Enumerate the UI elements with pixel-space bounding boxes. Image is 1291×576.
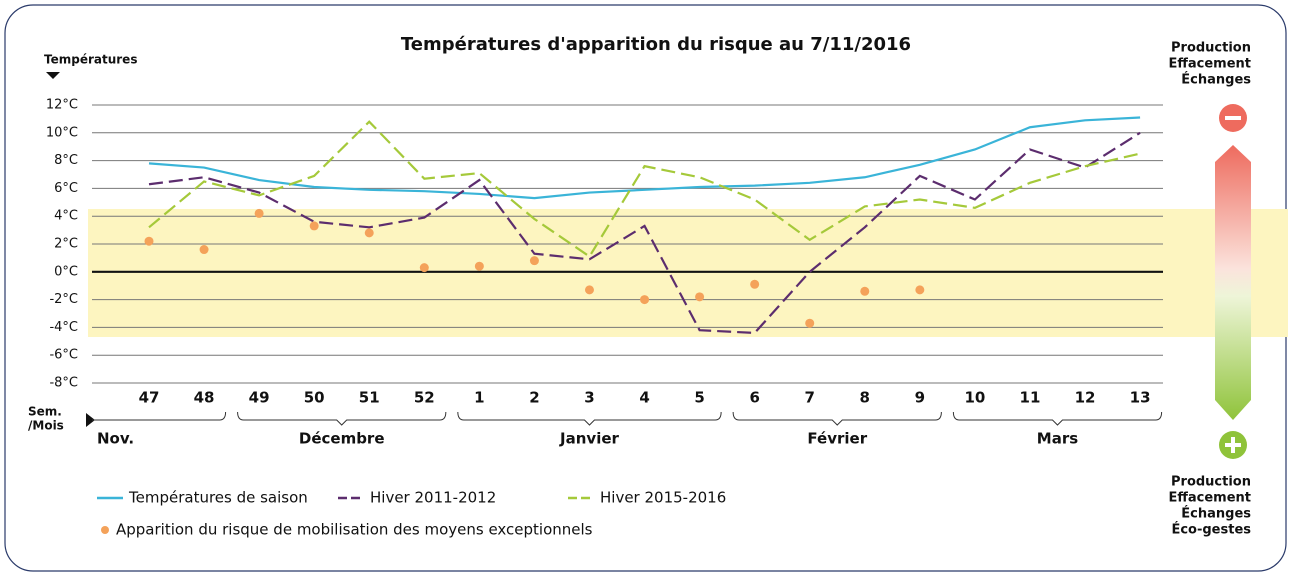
risk-band [88,209,1288,337]
x-tick-label: 7 [805,389,815,407]
series-line [148,131,1141,335]
panel-text: Échanges [1181,506,1251,522]
y-tick-label: 12°C [46,98,78,113]
x-tick-label: 10 [964,389,985,407]
month-bracket [457,411,722,426]
month-bracket [952,411,1163,426]
y-tick-label: -6°C [49,348,78,363]
series-line [148,120,1141,259]
y-tick-label: 0°C [54,264,78,279]
legend-label: Hiver 2015-2016 [600,489,726,507]
month-bracket [92,411,227,421]
risk-point [805,318,815,328]
month-label: Mars [1037,430,1078,448]
risk-point [915,285,925,295]
risk-point [584,285,594,295]
y-tick-label: -2°C [49,292,78,307]
legend-label: Températures de saison [128,489,308,507]
panel-text: Effacement [1168,57,1251,72]
x-tick-label: 6 [749,389,759,407]
month-bracket [237,411,447,426]
x-tick-label: 2 [529,389,539,407]
y-tick-label: -8°C [49,376,78,391]
x-tick-label: 51 [359,389,380,407]
month-label: Nov. [97,430,134,448]
x-tick-label: 11 [1020,389,1041,407]
panel-text: Éco-gestes [1171,522,1251,538]
risk-point [254,208,264,218]
risk-point [309,221,319,231]
y-tick-label: 6°C [54,181,78,196]
x-tick-label: 47 [139,389,160,407]
risk-point [695,292,705,302]
x-tick-label: 50 [304,389,325,407]
y-tick-label: -4°C [49,320,78,335]
chart-title: Températures d'apparition du risque au 7… [401,34,911,55]
risk-point [640,295,650,305]
x-tick-label: 4 [639,389,649,407]
x-tick-label: 49 [249,389,270,407]
panel-text: Échanges [1181,72,1251,88]
panel-text: Production [1171,475,1251,490]
minus-sign [1225,116,1241,120]
x-tick-label: 3 [584,389,594,407]
month-bracket [732,411,942,426]
y-tick-label: 2°C [54,237,78,252]
risk-point [529,256,539,266]
risk-point [199,245,209,255]
panel-text: Effacement [1168,491,1251,506]
arrow [46,72,60,79]
x-tick-label: 48 [194,389,215,407]
risk-point [419,263,429,273]
y-tick-label: 10°C [46,125,78,140]
risk-point [474,261,484,271]
risk-point [750,279,760,289]
y-tick-label: 4°C [54,209,78,224]
legend-swatch [101,526,109,534]
month-label: Janvier [559,430,619,448]
y-axis-label: Températures [44,53,137,67]
risk-point [860,286,870,296]
legend-label: Hiver 2011-2012 [370,489,496,507]
x-tick-label: 8 [860,389,870,407]
legend-label: Apparition du risque de mobilisation des… [116,521,593,539]
x-tick-label: 52 [414,389,435,407]
x-tick-label: 12 [1075,389,1096,407]
x-axis-label: Sem. [28,405,62,419]
series-line [148,116,1141,200]
panel-text: Production [1171,41,1251,56]
x-tick-label: 13 [1130,389,1151,407]
plus-sign [1231,437,1235,453]
month-label: Décembre [299,430,385,448]
y-tick-label: 8°C [54,153,78,168]
month-label: Février [807,430,867,448]
x-tick-label: 5 [694,389,704,407]
risk-point [144,236,154,246]
x-tick-label: 9 [915,389,925,407]
x-tick-label: 1 [474,389,484,407]
x-axis-label: /Mois [28,419,64,433]
gradient-arrow [1215,145,1251,420]
arrow [86,413,95,427]
risk-point [364,228,374,238]
